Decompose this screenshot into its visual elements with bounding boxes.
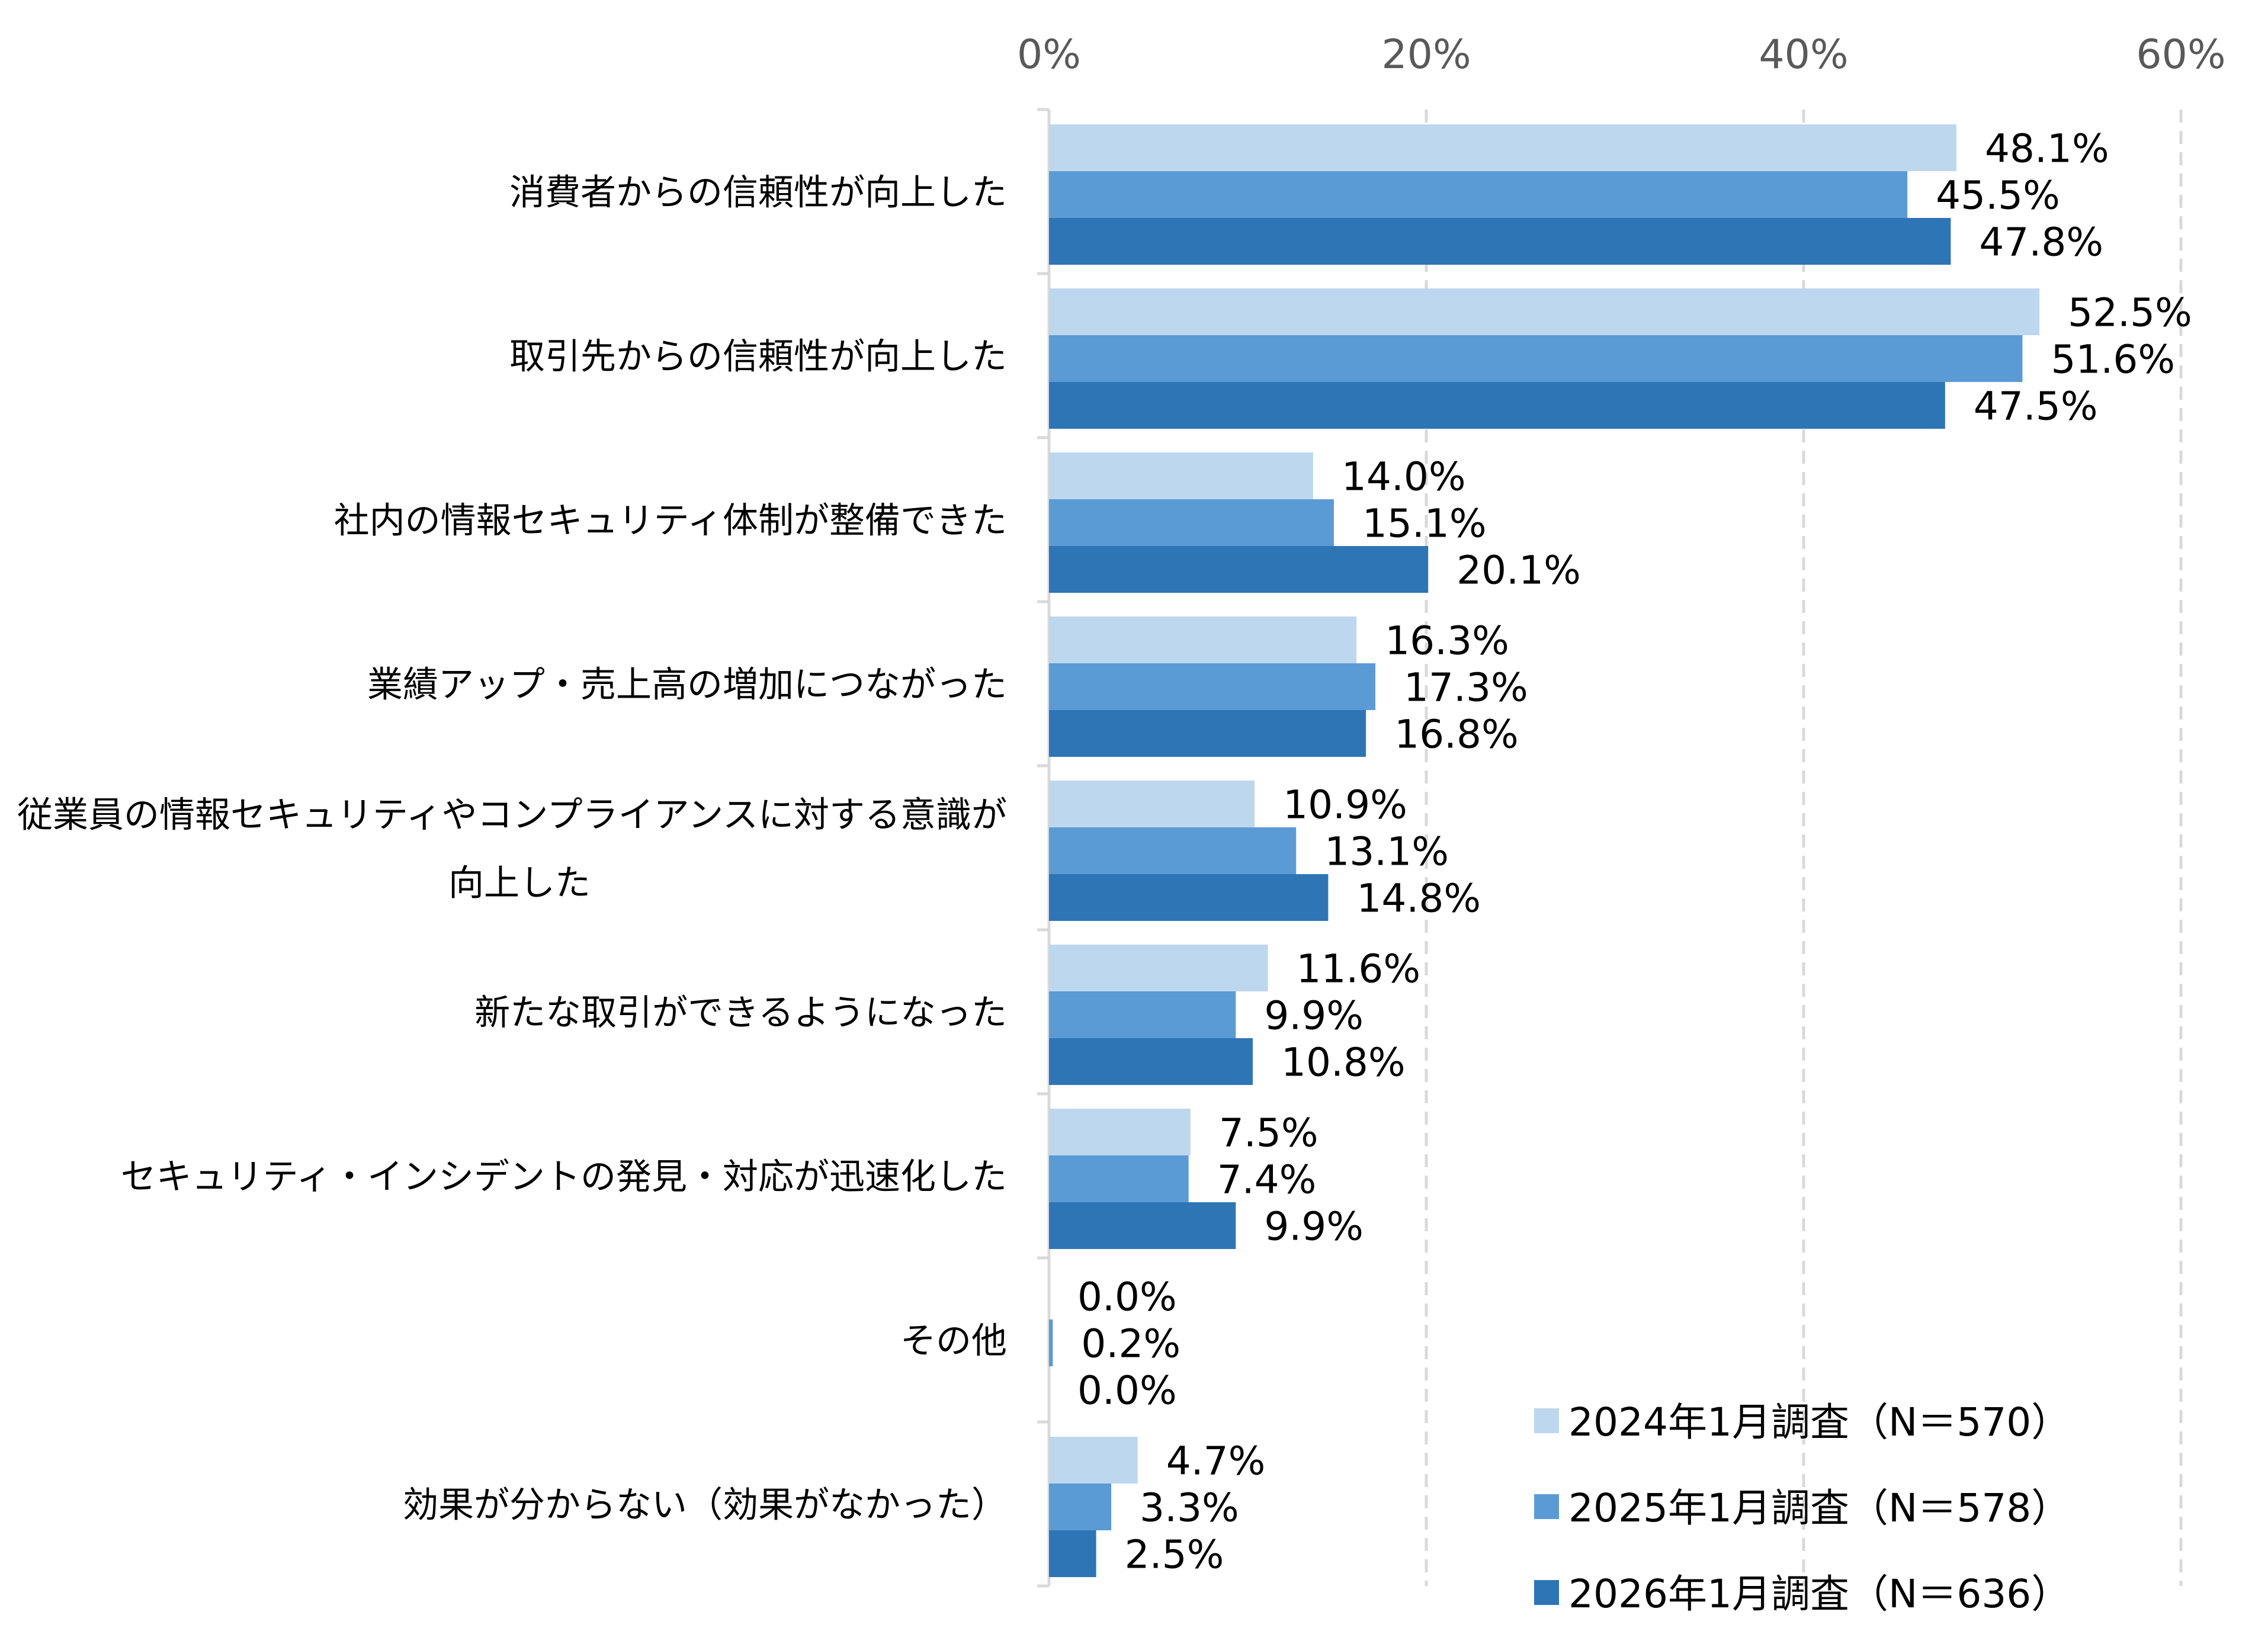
data-label: 7.4% (1217, 1157, 1317, 1203)
data-label: 47.5% (1974, 384, 2098, 429)
data-label: 10.9% (1283, 782, 1407, 828)
bar (1049, 124, 1956, 171)
bar (1049, 382, 1945, 429)
bar (1049, 335, 2023, 382)
bar (1049, 874, 1329, 921)
data-label: 16.3% (1385, 618, 1509, 664)
legend-swatch (1534, 1408, 1559, 1433)
data-label: 11.6% (1296, 946, 1420, 992)
data-label: 20.1% (1457, 548, 1581, 593)
bar (1049, 945, 1268, 991)
bar (1049, 171, 1908, 218)
legend-swatch (1534, 1580, 1559, 1605)
bar (1049, 499, 1334, 546)
bar (1049, 1155, 1189, 1202)
data-label: 4.7% (1166, 1439, 1266, 1484)
bar (1049, 1038, 1253, 1085)
data-label: 51.6% (2051, 337, 2175, 383)
category-label: 取引先からの信頼性が向上した (509, 336, 1007, 378)
category-label: 従業員の情報セキュリティやコンプライアンスに対する意識が (17, 795, 1007, 836)
x-tick-label: 20% (1381, 31, 1471, 78)
data-label: 3.3% (1140, 1485, 1239, 1531)
bar (1049, 452, 1313, 499)
category-label: 消費者からの信頼性が向上した (509, 172, 1007, 214)
bar (1049, 827, 1297, 874)
x-tick-label: 0% (1017, 31, 1081, 78)
data-label: 0.0% (1077, 1274, 1177, 1320)
category-label: 新たな取引ができるようになった (474, 993, 1007, 1034)
data-label: 17.3% (1404, 665, 1528, 711)
category-label: 効果が分からない（効果がなかった） (403, 1485, 1007, 1526)
data-label: 7.5% (1219, 1110, 1319, 1156)
x-tick-label: 40% (1759, 31, 1848, 78)
bar (1049, 1109, 1191, 1155)
data-label: 48.1% (1985, 126, 2109, 172)
bar (1049, 663, 1376, 710)
data-label: 16.8% (1394, 712, 1519, 757)
category-label: 社内の情報セキュリティ体制が整備できた (334, 500, 1007, 542)
bar (1049, 1319, 1053, 1366)
bar (1049, 1484, 1112, 1530)
bar (1049, 617, 1357, 663)
category-label: セキュリティ・インシデントの発見・対応が迅速化した (121, 1157, 1007, 1198)
data-label: 0.0% (1077, 1368, 1177, 1414)
data-label: 10.8% (1281, 1040, 1406, 1086)
data-label: 0.2% (1081, 1321, 1180, 1367)
data-label: 14.0% (1342, 454, 1466, 500)
bar (1049, 781, 1255, 827)
data-label: 52.5% (2068, 290, 2192, 336)
category-label: その他 (900, 1321, 1007, 1362)
x-tick-label: 60% (2136, 31, 2225, 78)
data-label: 47.8% (1979, 220, 2103, 265)
data-label: 14.8% (1356, 876, 1481, 922)
bar (1049, 288, 2040, 335)
data-label: 15.1% (1362, 501, 1487, 547)
legend-label: 2026年1月調査（N＝636） (1568, 1571, 2070, 1617)
bar (1049, 991, 1236, 1038)
data-label: 9.9% (1264, 1204, 1364, 1250)
legend-swatch (1534, 1494, 1559, 1519)
legend-label: 2025年1月調査（N＝578） (1568, 1485, 2070, 1531)
data-label: 13.1% (1324, 829, 1449, 875)
legend-label: 2024年1月調査（N＝570） (1568, 1399, 2070, 1445)
bar (1049, 1202, 1236, 1249)
category-label-line2: 向上した (448, 863, 591, 904)
bar (1049, 710, 1366, 757)
bar (1049, 1437, 1138, 1484)
bar (1049, 546, 1429, 593)
bar (1049, 1530, 1096, 1577)
category-label: 業績アップ・売上高の増加につながった (367, 664, 1007, 706)
data-label: 45.5% (1936, 173, 2060, 219)
bar (1049, 218, 1951, 265)
data-label: 9.9% (1264, 993, 1364, 1039)
data-label: 2.5% (1125, 1532, 1224, 1578)
